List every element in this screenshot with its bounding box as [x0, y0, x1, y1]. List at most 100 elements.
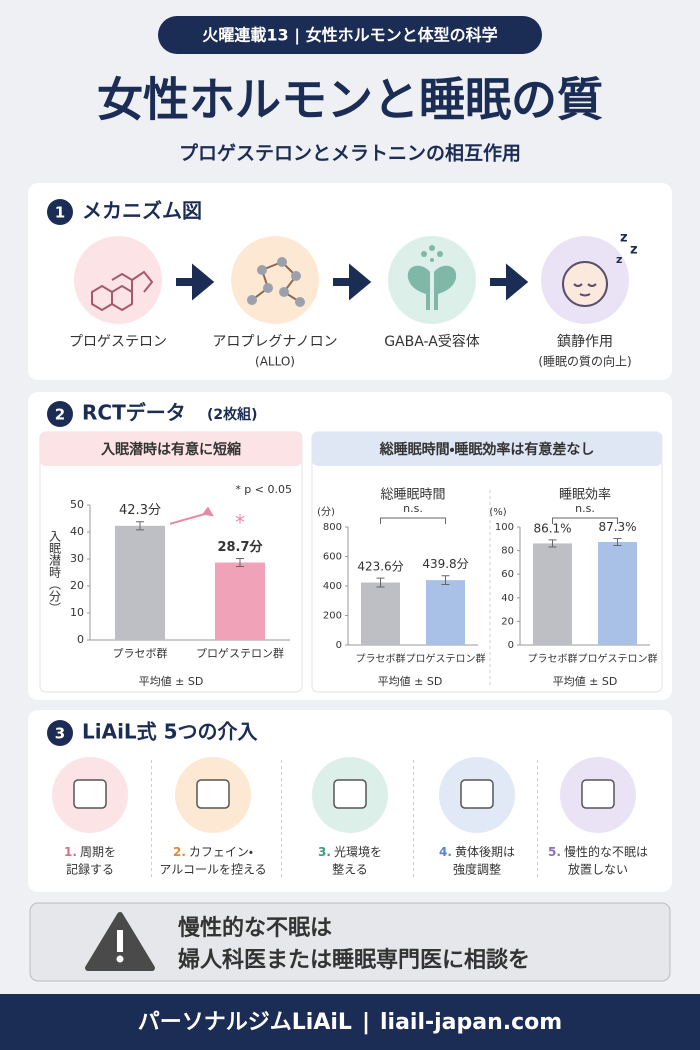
warning-text: 婦人科医または睡眠専門医に相談を	[178, 947, 530, 973]
intervention-line: 光環境を	[334, 845, 382, 859]
value-label: 87.3%	[598, 520, 636, 534]
y-tick-label: 30	[70, 552, 84, 565]
footer	[0, 994, 700, 1050]
section-title: RCTデータ	[82, 401, 186, 425]
step-label: GABA-A受容体	[384, 333, 480, 350]
brand: パーソナルジムLiAiL	[138, 1010, 352, 1035]
y-tick-label: 0	[508, 640, 514, 651]
axis-unit: (%)	[489, 507, 506, 518]
intervention-text: 4. 黄体後期は	[439, 845, 515, 859]
bar	[533, 543, 572, 645]
section-note: (2枚組)	[207, 406, 258, 423]
subtitle: プロゲステロンとメラトニンの相互作用	[179, 142, 521, 165]
intervention-text: 放置しない	[568, 862, 628, 877]
intervention-text: 3. 光環境を	[318, 845, 382, 859]
intervention-line: 周期を	[80, 845, 116, 859]
badge-text: 火曜連載13 | 女性ホルモンと体型の科学	[202, 26, 497, 46]
chart-title: 睡眠効率	[559, 488, 611, 503]
badge	[158, 16, 542, 54]
y-tick-label: 0	[336, 640, 342, 651]
intervention-number: 4.	[439, 845, 452, 859]
intervention-icon	[196, 779, 230, 809]
y-tick-label: 60	[501, 569, 514, 580]
title: 女性ホルモンと睡眠の質	[97, 73, 603, 127]
y-tick-label: 0	[77, 633, 84, 646]
svg-text:z: z	[620, 231, 628, 246]
error-bar	[136, 521, 144, 531]
y-tick-label: 100	[495, 522, 514, 533]
error-bar	[613, 537, 622, 547]
intervention-number: 3.	[318, 845, 331, 859]
section-number-badge	[47, 720, 73, 746]
step-sub: (ALLO)	[255, 355, 295, 369]
section-title: LiAiL式 5つの介入	[82, 720, 258, 744]
value-label: 86.1%	[533, 521, 571, 535]
intervention-text: 整える	[332, 863, 368, 877]
panel-heading: 総睡眠時間・睡眠効率は有意差なし	[379, 441, 595, 458]
error-bar	[548, 539, 557, 548]
error-bar	[441, 575, 450, 586]
intervention-icon	[73, 779, 107, 809]
intervention-number: 1.	[64, 845, 77, 859]
x-tick-label: プラセボ群	[113, 646, 168, 660]
step-label: プロゲステロン	[69, 334, 167, 350]
bracket	[552, 517, 618, 524]
y-tick-label: 20	[70, 579, 84, 592]
section-number-badge	[47, 401, 73, 427]
bar	[361, 582, 400, 645]
y-tick-label: 800	[323, 522, 342, 533]
separator: |	[362, 1010, 370, 1035]
x-tick-label: プロゲステロン群	[406, 652, 486, 665]
step-label: アロプレグナノロン	[212, 334, 337, 350]
mechanism-icons: zzz	[74, 231, 638, 324]
intervention-text: 1. 周期を	[64, 845, 116, 859]
y-tick-label: 40	[501, 593, 514, 604]
bar	[426, 580, 465, 645]
annotation: * p < 0.05	[235, 483, 292, 496]
bracket	[380, 517, 446, 524]
error-bar	[376, 577, 385, 588]
intervention-text: 記録する	[66, 863, 114, 877]
intervention-number: 5.	[548, 845, 561, 859]
warning-box	[29, 902, 671, 982]
intervention-line: 慢性的な不眠は	[564, 844, 648, 859]
intervention-icon	[460, 779, 494, 809]
significance: n.s.	[575, 502, 595, 515]
footnote: 平均値 ± SD	[139, 674, 204, 688]
intervention-line: カフェイン・	[189, 845, 253, 859]
y-tick-label: 400	[323, 581, 342, 592]
section-number-badge	[47, 199, 73, 225]
x-tick-label: プラセボ群	[356, 652, 406, 665]
footer-text: パーソナルジムLiAiL | liail-japan.com	[138, 1010, 562, 1035]
x-tick-label: プロゲステロン群	[196, 646, 284, 660]
section-number: 3	[55, 725, 65, 743]
x-tick-label: プラセボ群	[528, 652, 578, 665]
intervention-text: 5. 慢性的な不眠は	[548, 844, 648, 859]
value-label: 28.7分	[217, 539, 263, 555]
step-label: 鎮静作用	[557, 334, 613, 350]
bar	[115, 525, 165, 640]
panel-header	[40, 432, 302, 466]
intervention-line: 黄体後期は	[455, 845, 515, 859]
y-tick-label: 20	[501, 616, 514, 627]
intervention-icon	[581, 779, 615, 809]
section-number: 1	[55, 204, 65, 222]
value-label: 439.8分	[422, 557, 468, 571]
intervention-text: アルコールを控える	[159, 863, 266, 877]
panel-heading: 入眠潜時は有意に短縮	[100, 441, 241, 458]
value-label: 42.3分	[119, 503, 161, 518]
axis-unit: (分)	[317, 506, 335, 518]
significance: *	[235, 511, 245, 535]
intervention-icon	[333, 779, 367, 809]
warning-icon	[116, 955, 124, 963]
bar	[598, 541, 637, 645]
bar	[215, 562, 265, 640]
y-tick-label: 40	[70, 525, 84, 538]
trend-arrow-head	[202, 506, 214, 517]
error-bar	[236, 557, 244, 568]
y-tick-label: 80	[501, 546, 514, 557]
